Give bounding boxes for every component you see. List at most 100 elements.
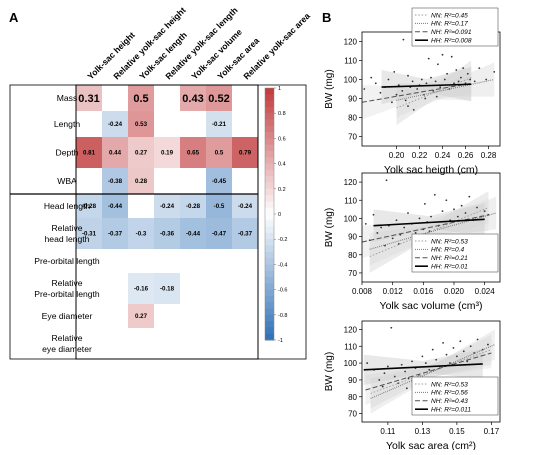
heatmap-cell-mass-yolk-sac-volume — [180, 85, 206, 111]
colorbar-tick-label: -1 — [278, 338, 283, 344]
colorbar-segment — [265, 295, 274, 303]
data-point — [379, 91, 382, 94]
data-point — [476, 338, 479, 341]
data-point — [466, 360, 469, 363]
heatmap-cell-mass-yolk-sac-area — [206, 85, 232, 111]
data-point — [414, 232, 417, 234]
plot-frame — [361, 320, 501, 423]
data-point — [487, 343, 489, 346]
data-point — [453, 208, 455, 211]
heatmap-cell-depth-yolk-sac-volume — [180, 137, 206, 168]
data-point — [476, 206, 478, 209]
y-tick-label: 120 — [344, 38, 358, 47]
colorbar-segment — [265, 169, 274, 177]
colorbar-segment — [265, 151, 274, 158]
x-axis-label: Yolk sac area (cm²) — [386, 440, 476, 450]
x-tick-label: 0.020 — [444, 287, 465, 296]
cell-value-label: -0.44 — [186, 231, 201, 238]
colorbar-segment — [265, 327, 274, 335]
data-point — [457, 80, 460, 83]
x-tick-label: 0.26 — [458, 151, 474, 160]
cell-value-label: 0.52 — [208, 93, 229, 105]
data-point — [437, 63, 439, 66]
x-tick-label: 0.20 — [389, 151, 405, 160]
legend-entry: NN: R²=0.45 — [431, 12, 468, 19]
data-point — [427, 57, 430, 60]
heatmap-cell-length-yolk-sac-area — [206, 111, 232, 137]
heatmap-cell-length-yolk-sac-length — [128, 111, 154, 137]
heatmap-cell-mass-yolk-sac-height — [76, 85, 102, 111]
cell-value-label: -0.16 — [134, 286, 149, 293]
data-point — [423, 202, 426, 205]
data-point — [416, 88, 419, 90]
cell-value-label: 0.19 — [161, 150, 174, 157]
panel-b-scatter-plots: B 70 80 90 100 110 120 0.20 0.22 0.24 0.26 0.28 BW (… — [322, 7, 501, 452]
data-point — [407, 377, 410, 380]
colorbar-tick-label: 0.8 — [278, 111, 286, 117]
data-point — [449, 362, 451, 364]
colorbar-segment — [265, 258, 274, 265]
data-point — [418, 217, 421, 220]
colorbar-segment — [265, 251, 274, 259]
row-label-pre-orbital-length: Pre-orbital length — [34, 256, 100, 266]
cell-value-label: -0.47 — [212, 231, 227, 238]
heatmap-cell-head-length-relative-yolk-sac-area — [232, 194, 258, 218]
heatmap-cell-relative-head-length-yolk-sac-height — [76, 218, 102, 249]
colorbar-segment — [265, 214, 274, 221]
x-tick-label: 0.28 — [481, 151, 497, 160]
data-point — [424, 97, 427, 100]
colorbar-segment — [265, 201, 274, 209]
data-point — [445, 353, 448, 356]
x-tick-label: 0.17 — [484, 427, 500, 436]
fit-line-hh-r-0-008 — [381, 83, 472, 88]
x-tick-label: 0.24 — [435, 151, 451, 160]
y-axis-label: BW (mg) — [324, 208, 335, 247]
cell-value-label: -0.44 — [108, 203, 123, 210]
data-point — [441, 210, 444, 213]
data-point — [411, 360, 413, 363]
cell-value-label: 0.27 — [135, 313, 148, 320]
colorbar-segment — [265, 132, 274, 139]
data-point — [407, 212, 409, 214]
y-tick-label: 110 — [344, 342, 357, 351]
data-point — [439, 86, 442, 88]
data-point — [390, 326, 393, 329]
y-tick-label: 120 — [344, 178, 358, 187]
data-point — [435, 358, 438, 361]
cell-value-label: -0.31 — [82, 231, 97, 238]
x-tick-label: 0.016 — [413, 287, 434, 296]
cell-value-label: 0.53 — [135, 121, 148, 128]
fit-line-nh-r-0-21 — [361, 214, 489, 243]
cell-value-label: -0.18 — [160, 286, 175, 293]
data-point — [401, 90, 404, 92]
data-point — [425, 82, 428, 85]
colorbar-tick-label: -0.4 — [278, 262, 287, 268]
cell-value-label: -0.24 — [108, 121, 123, 128]
data-point — [455, 69, 458, 71]
colorbar-segment — [265, 119, 274, 127]
row-label-head-length: Head length — [44, 201, 91, 211]
confidence-band-hn-r-0-4 — [369, 196, 497, 266]
row-label-relative-head-length: head length — [45, 234, 90, 244]
colorbar-segment — [265, 138, 274, 146]
colorbar-segment — [265, 264, 274, 272]
data-point — [383, 372, 386, 375]
data-point — [404, 99, 407, 102]
data-point — [464, 212, 467, 214]
row-label-relative-head-length: Relative — [51, 223, 82, 233]
colorbar-segment — [265, 188, 274, 196]
colorbar-tick-label: -0.6 — [278, 288, 287, 294]
heatmap-cell-wba-yolk-sac-area — [206, 168, 232, 194]
panel-a-label: A — [9, 10, 19, 25]
colorbar-segment — [265, 182, 274, 190]
data-point — [460, 204, 463, 207]
data-point — [443, 78, 446, 81]
data-point — [450, 55, 453, 58]
y-tick-label: 80 — [348, 251, 357, 260]
x-axis-label: Yolk sac heigth (cm) — [384, 164, 478, 176]
data-point — [430, 215, 432, 218]
colorbar-segment — [265, 157, 274, 165]
